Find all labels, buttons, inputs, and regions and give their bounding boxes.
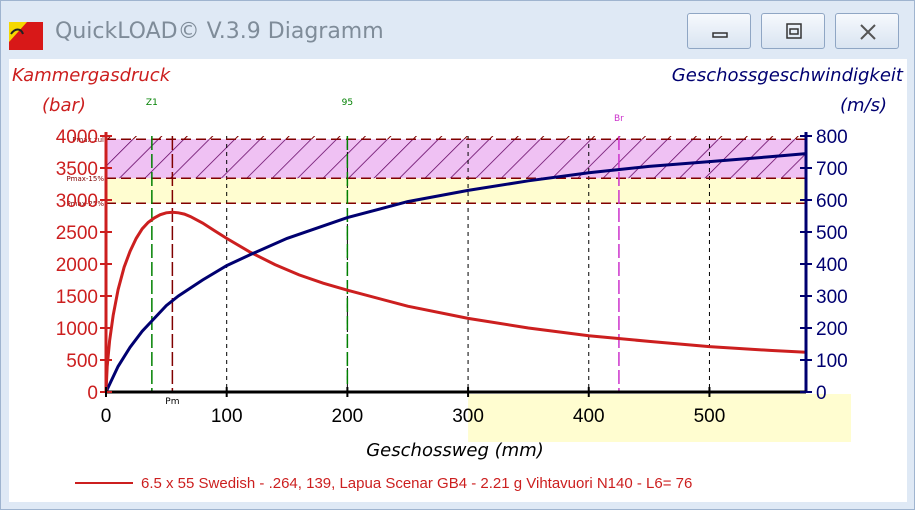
y-right-tick-label: 200: [816, 319, 848, 340]
x-axis-title: Geschossweg (mm): [366, 440, 544, 461]
overpressure-hatch: [106, 136, 806, 140]
y-right-tick-label: 500: [816, 223, 848, 244]
x-axis-highlight: [468, 394, 851, 442]
limit-label-p25: Pmax-25%: [66, 200, 104, 208]
y-right-title: Geschossgeschwindigkeit: [672, 65, 904, 86]
y-left-unit: (bar): [42, 95, 86, 116]
velocity-curve: [104, 152, 807, 393]
y-left-tick-label: 3000: [56, 191, 98, 212]
y-right-tick-label: 0: [816, 383, 827, 404]
y-left-title: Kammergasdruck: [12, 65, 172, 86]
close-button[interactable]: [835, 13, 899, 49]
y-left-tick-label: 3500: [56, 159, 98, 180]
x-tick-label: 100: [211, 406, 243, 427]
y-left-tick-label: 500: [66, 351, 98, 372]
y-right-tick-label: 700: [816, 159, 848, 180]
quickload-app-icon: [9, 22, 43, 50]
marker-label-z1: Z1: [146, 98, 158, 108]
x-tick-label: 200: [332, 406, 364, 427]
y-left-tick-label: 2500: [56, 223, 98, 244]
danger-zone-hatch: [106, 139, 806, 179]
pressure-curve: [104, 210, 807, 393]
y-left-tick-label: 1000: [56, 319, 98, 340]
y-left-tick-label: 2000: [56, 255, 98, 276]
maximize-button[interactable]: [761, 13, 825, 49]
marker-label-pm: Pm: [165, 397, 179, 407]
qload-chart: Pmax.zul Pmax-15% Pmax-25% Z1 Pm 95 Br 0 500 10…: [12, 65, 904, 492]
chart-area: Pmax.zul Pmax-15% Pmax-25% Z1 Pm 95 Br 0 500 10…: [9, 59, 907, 502]
limit-label-p15: Pmax-15%: [66, 175, 104, 183]
marker-label-95: 95: [342, 98, 353, 108]
x-tick-label: 300: [452, 406, 484, 427]
y-right-tick-label: 800: [816, 127, 848, 148]
y-right-tick-label: 300: [816, 287, 848, 308]
y-right-unit: (m/s): [840, 95, 887, 116]
y-left-tick-label: 0: [87, 383, 98, 404]
x-tick-label: 500: [694, 406, 726, 427]
title-bar[interactable]: QuickLOAD© V.3.9 Diagramm: [1, 1, 914, 59]
window-title: QuickLOAD© V.3.9 Diagramm: [55, 19, 384, 44]
y-right-tick-label: 600: [816, 191, 848, 212]
marker-label-br: Br: [614, 114, 624, 124]
maximize-icon: [786, 23, 802, 39]
close-icon: [860, 24, 876, 40]
y-right-tick-label: 400: [816, 255, 848, 276]
x-tick-label: 400: [573, 406, 605, 427]
y-left-tick-label: 1500: [56, 287, 98, 308]
y-right-tick-label: 100: [816, 351, 848, 372]
limit-label-pmax: Pmax.zul: [72, 136, 104, 144]
y-left-tick-label: 4000: [56, 127, 98, 148]
x-tick-label: 0: [101, 406, 112, 427]
minimize-button[interactable]: [687, 13, 751, 49]
caution-zone-band: [106, 178, 806, 204]
minimize-icon: [712, 32, 728, 38]
legend-text: 6.5 x 55 Swedish - .264, 139, Lapua Scen…: [141, 475, 692, 492]
